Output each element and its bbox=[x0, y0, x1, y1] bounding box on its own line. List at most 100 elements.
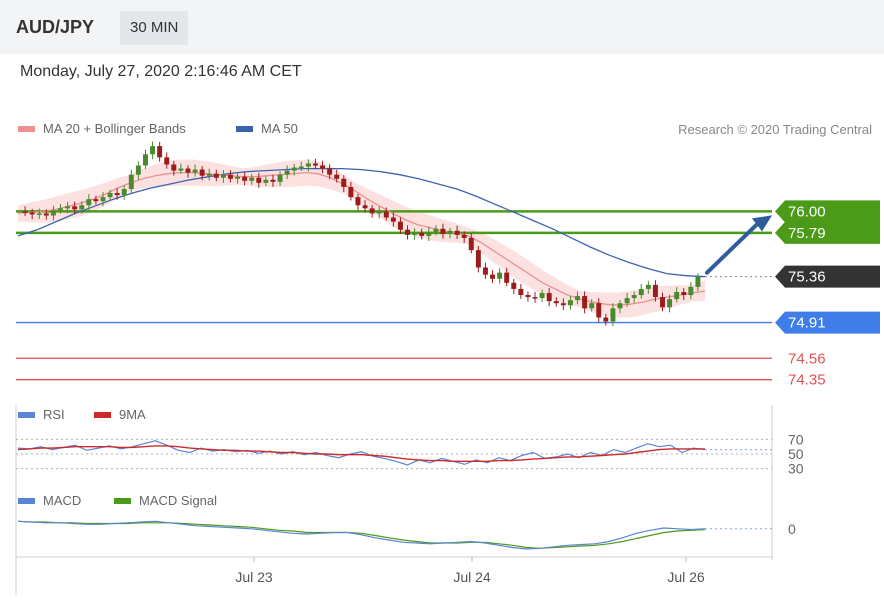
candle-body bbox=[397, 221, 403, 230]
resistance-tag-join bbox=[786, 211, 880, 233]
candle-body bbox=[235, 176, 241, 179]
candle-body bbox=[312, 163, 318, 166]
candle-body bbox=[213, 173, 219, 178]
candle-body bbox=[412, 232, 418, 235]
forecast-arrow bbox=[705, 219, 762, 275]
rsi-line bbox=[17, 440, 706, 466]
candle-body bbox=[433, 228, 439, 232]
candle-body bbox=[645, 284, 651, 289]
candle-body bbox=[79, 205, 85, 210]
candle-body bbox=[688, 286, 694, 296]
candle-body bbox=[440, 228, 446, 234]
candle-body bbox=[362, 205, 368, 209]
macd-signal-line bbox=[17, 520, 706, 549]
legend-macd-signal: MACD Signal bbox=[114, 493, 217, 508]
candle-body bbox=[157, 146, 163, 158]
candle-body bbox=[43, 213, 49, 216]
candle-body bbox=[171, 164, 177, 171]
candle-body bbox=[93, 199, 99, 202]
rsi-tick-30: 30 bbox=[788, 461, 804, 477]
candle-body bbox=[341, 178, 347, 187]
candle-body bbox=[376, 211, 382, 214]
rsi-tick-70: 70 bbox=[788, 431, 804, 447]
candle-body bbox=[660, 297, 665, 308]
pair-title: AUD/JPY bbox=[16, 17, 95, 37]
candle-body bbox=[256, 177, 262, 183]
support-1-value: 74.91 bbox=[788, 315, 826, 332]
candle-body bbox=[114, 193, 120, 196]
candle-body bbox=[192, 169, 198, 173]
candle-body bbox=[652, 284, 658, 298]
forecast-arrow-head bbox=[752, 215, 772, 232]
candle-body bbox=[454, 230, 460, 235]
macd-label: MACD bbox=[43, 493, 82, 508]
header-bar: AUD/JPY 30 MIN bbox=[0, 0, 884, 54]
candle-body bbox=[121, 188, 127, 196]
candle-body bbox=[277, 174, 283, 182]
ma20-swatch bbox=[18, 125, 35, 132]
candle-body bbox=[631, 295, 637, 299]
candle-body bbox=[86, 199, 92, 206]
candle-body bbox=[348, 186, 354, 198]
candle-body bbox=[638, 288, 644, 296]
candle-body bbox=[270, 179, 276, 182]
candle-body bbox=[164, 157, 170, 165]
candle-body bbox=[185, 168, 191, 173]
macd-line bbox=[17, 520, 706, 550]
candle-body bbox=[72, 206, 78, 210]
ma50-line bbox=[17, 167, 706, 278]
candle-body bbox=[596, 303, 602, 318]
legend-rsi-ma: 9MA bbox=[94, 407, 146, 422]
x-tick-label: Jul 24 bbox=[453, 569, 491, 585]
candle-body bbox=[383, 211, 389, 218]
candle-body bbox=[263, 179, 269, 183]
candle-body bbox=[135, 165, 141, 175]
candle-body bbox=[667, 299, 673, 308]
candle-body bbox=[298, 166, 304, 169]
candle-body bbox=[589, 303, 595, 309]
candle-body bbox=[490, 274, 496, 279]
timeframe-button[interactable]: 30 MIN bbox=[120, 11, 189, 45]
macd-signal-label: MACD Signal bbox=[139, 493, 218, 508]
ma50-swatch bbox=[236, 125, 253, 132]
resistance-1-value: 76.00 bbox=[788, 203, 826, 220]
macd-tick-0: 0 bbox=[788, 521, 796, 537]
candle-body bbox=[461, 234, 467, 238]
candle-body bbox=[617, 303, 623, 309]
candle-body bbox=[150, 146, 156, 155]
candle-body bbox=[220, 174, 226, 178]
support-3-value: 74.35 bbox=[788, 372, 826, 389]
candle-body bbox=[624, 298, 630, 304]
candle-body bbox=[227, 174, 233, 179]
candle-body bbox=[447, 230, 453, 234]
legend-ma20: MA 20 + Bollinger Bands bbox=[18, 121, 186, 136]
candle-body bbox=[504, 272, 510, 283]
rsi-label: RSI bbox=[43, 407, 65, 422]
candle-body bbox=[525, 295, 531, 298]
legend-ma50: MA 50 bbox=[236, 121, 298, 136]
support-2-value: 74.56 bbox=[788, 350, 826, 367]
candle-body bbox=[553, 301, 559, 304]
candle-body bbox=[327, 168, 333, 175]
candle-body bbox=[369, 208, 375, 214]
candle-body bbox=[482, 267, 488, 275]
candle-body bbox=[419, 232, 425, 236]
macd-signal-swatch bbox=[114, 497, 131, 504]
current-price-tag bbox=[775, 265, 880, 288]
candle-body bbox=[305, 163, 311, 167]
candle-body bbox=[582, 296, 588, 309]
candle-body bbox=[178, 168, 184, 171]
candle-body bbox=[58, 208, 63, 211]
candle-body bbox=[426, 231, 432, 236]
date-line: Monday, July 27, 2020 2:16:46 AM CET bbox=[20, 63, 302, 80]
candle-body bbox=[575, 296, 580, 301]
research-credit: Research © 2020 Trading Central bbox=[678, 122, 872, 137]
rsi-ma-swatch bbox=[94, 411, 111, 418]
rsi-ma-label: 9MA bbox=[119, 407, 146, 422]
candle-body bbox=[511, 282, 517, 289]
candle-body bbox=[107, 193, 113, 198]
rsi-tick-50: 50 bbox=[788, 446, 804, 462]
candle-body bbox=[29, 212, 35, 215]
ma20-label: MA 20 + Bollinger Bands bbox=[43, 121, 186, 136]
